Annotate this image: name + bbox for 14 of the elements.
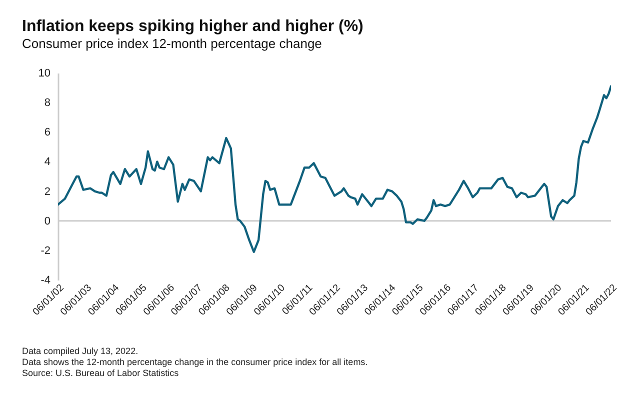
text: Data compiled July 13, 2022. [22, 346, 140, 357]
y-tick-label: 6 [44, 126, 50, 139]
y-tick-label: -2 [40, 244, 50, 257]
source-note: Source: U.S. Bureau of Labor Statistics [22, 368, 180, 379]
y-tick-label: 4 [44, 156, 50, 168]
chart-title: Inflation keeps spiking higher and higher (%) [22, 18, 364, 35]
text: Data shows the 12-month percentage change in the consumer price index for all items. [22, 357, 368, 368]
chart-subtitle: Consumer price index 12-month percentage change [22, 36, 322, 51]
y-tick-label: 0 [44, 215, 50, 228]
y-tick-label: -4 [40, 274, 50, 286]
y-tick-label: 10 [38, 68, 50, 80]
line-series [58, 85, 611, 254]
y-tick-label: 2 [44, 186, 50, 198]
y-tick-label: 8 [44, 97, 50, 110]
